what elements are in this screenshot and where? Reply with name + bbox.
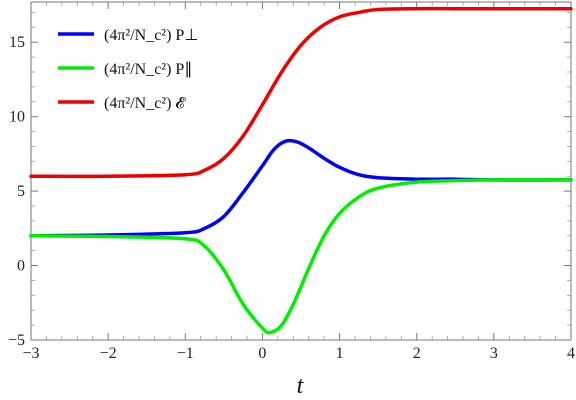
legend-item-energy: (4π²/N_c²) 𝓔 bbox=[58, 95, 186, 112]
y-tick-label: 5 bbox=[17, 183, 25, 200]
x-tick-label: 2 bbox=[413, 345, 421, 362]
plot-frame bbox=[30, 1, 572, 341]
y-tick-label: 10 bbox=[9, 109, 25, 126]
x-tick-label: 4 bbox=[567, 345, 575, 362]
axis-ticks bbox=[30, 2, 572, 341]
legend-label: (4π²/N_c²) 𝓔 bbox=[104, 95, 186, 112]
x-tick-label: −1 bbox=[177, 345, 194, 362]
legend-label: (4π²/N_c²) P∥ bbox=[104, 61, 192, 78]
x-tick-label: −2 bbox=[100, 345, 117, 362]
x-tick-label: 3 bbox=[490, 345, 498, 362]
y-tick-label: 0 bbox=[17, 258, 25, 275]
x-tick-label: −3 bbox=[22, 345, 39, 362]
legend-item-p-parallel: (4π²/N_c²) P∥ bbox=[58, 61, 192, 78]
series-lines bbox=[29, 6, 573, 335]
x-axis-title: t bbox=[297, 373, 305, 399]
x-tick-label: 0 bbox=[258, 345, 266, 362]
series-p-parallel-line bbox=[29, 178, 573, 335]
series-energy-line bbox=[29, 6, 573, 179]
series-p-perp-line bbox=[29, 138, 573, 238]
legend-label: (4π²/N_c²) P⊥ bbox=[104, 27, 198, 44]
legend: (4π²/N_c²) P⊥ (4π²/N_c²) P∥ (4π²/N_c²) 𝓔 bbox=[58, 27, 198, 112]
x-tick-label: 1 bbox=[336, 345, 344, 362]
tick-labels: −3 −2 −1 0 1 2 3 4 −5 0 5 10 15 bbox=[8, 34, 575, 362]
y-tick-label: 15 bbox=[9, 34, 25, 51]
y-tick-label: −5 bbox=[8, 332, 25, 349]
legend-item-p-perp: (4π²/N_c²) P⊥ bbox=[58, 27, 198, 44]
